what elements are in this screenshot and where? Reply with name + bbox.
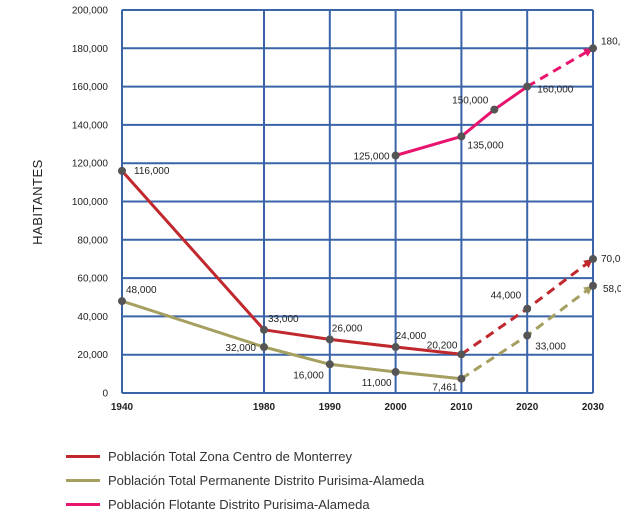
data-point <box>523 331 532 340</box>
data-point <box>523 304 532 313</box>
y-tick-label: 40,000 <box>77 312 108 323</box>
y-tick-label: 200,000 <box>72 6 109 17</box>
data-point <box>325 335 334 344</box>
data-label: 70,000 <box>601 254 621 265</box>
x-axis-ticks: 1940 1980 1990 2000 2010 2020 2030 <box>111 402 605 413</box>
y-tick-label: 180,000 <box>72 44 109 55</box>
data-label: 7,461 <box>432 383 457 394</box>
x-tick-label: 1990 <box>319 402 342 413</box>
legend-item-permanente: Población Total Permanente Distrito Puri… <box>66 468 424 492</box>
data-label: 48,000 <box>126 285 157 296</box>
y-tick-label: 80,000 <box>77 235 108 246</box>
data-point <box>490 105 499 114</box>
data-label: 24,000 <box>396 331 427 342</box>
data-label: 160,000 <box>537 85 574 96</box>
y-axis-label: HABITANTES <box>30 159 45 245</box>
x-tick-label: 1980 <box>253 402 276 413</box>
data-point <box>391 151 400 160</box>
x-tick-label: 2030 <box>582 402 605 413</box>
data-label: 26,000 <box>332 323 363 334</box>
data-label: 32,000 <box>225 343 256 354</box>
y-tick-label: 120,000 <box>72 159 109 170</box>
legend: Población Total Zona Centro de Monterrey… <box>66 444 424 516</box>
data-point <box>457 374 466 383</box>
data-point <box>391 343 400 352</box>
y-tick-label: 0 <box>102 389 108 400</box>
data-point <box>589 44 597 53</box>
data-point <box>589 254 597 263</box>
y-tick-label: 20,000 <box>77 350 108 361</box>
data-point <box>457 350 466 359</box>
y-axis-ticks: 0 20,000 40,000 60,000 80,000 100,000 120,000 1… <box>72 6 109 400</box>
legend-label-flotante: Población Flotante Distrito Purisima-Ala… <box>108 496 370 512</box>
y-tick-label: 160,000 <box>72 82 109 93</box>
x-tick-label: 1940 <box>111 402 134 413</box>
y-tick-label: 140,000 <box>72 120 109 131</box>
y-tick-label: 60,000 <box>77 274 108 285</box>
legend-label-zona-centro: Población Total Zona Centro de Monterrey <box>108 448 353 464</box>
data-label: 125,000 <box>353 152 390 163</box>
series-lines <box>118 44 597 383</box>
data-point <box>260 343 268 352</box>
data-label: 33,000 <box>268 314 299 325</box>
legend-label-permanente: Población Total Permanente Distrito Puri… <box>108 472 425 488</box>
data-label: 11,000 <box>362 378 392 389</box>
data-label: 16,000 <box>293 370 324 381</box>
data-label: 58,000 <box>603 284 621 295</box>
x-tick-label: 2010 <box>450 402 473 413</box>
data-label: 116,000 <box>134 166 170 177</box>
legend-swatch-permanente <box>66 478 100 482</box>
data-label: 20,200 <box>427 340 458 351</box>
data-point <box>589 281 597 290</box>
data-label: 135,000 <box>467 140 504 151</box>
y-tick-label: 100,000 <box>72 197 109 208</box>
data-point <box>118 297 126 306</box>
data-label: 150,000 <box>452 96 489 107</box>
data-point <box>260 325 268 334</box>
data-point <box>457 132 466 141</box>
series-line-projection <box>526 47 594 88</box>
data-point <box>391 367 400 376</box>
x-tick-label: 2000 <box>384 402 407 413</box>
legend-item-flotante: Población Flotante Distrito Purisima-Ala… <box>66 492 424 516</box>
legend-swatch-flotante <box>66 502 100 506</box>
data-label: 33,000 <box>535 342 566 353</box>
legend-item-zona-centro: Población Total Zona Centro de Monterrey <box>66 444 424 468</box>
x-tick-label: 2020 <box>516 402 539 413</box>
data-point <box>523 82 532 91</box>
data-label: 44,000 <box>491 291 522 302</box>
data-point <box>325 360 334 369</box>
grid <box>121 9 594 394</box>
data-point <box>118 166 126 175</box>
legend-swatch-zona-centro <box>66 454 100 458</box>
series-line-solid <box>395 85 529 157</box>
data-label: 180,000 <box>601 36 621 47</box>
